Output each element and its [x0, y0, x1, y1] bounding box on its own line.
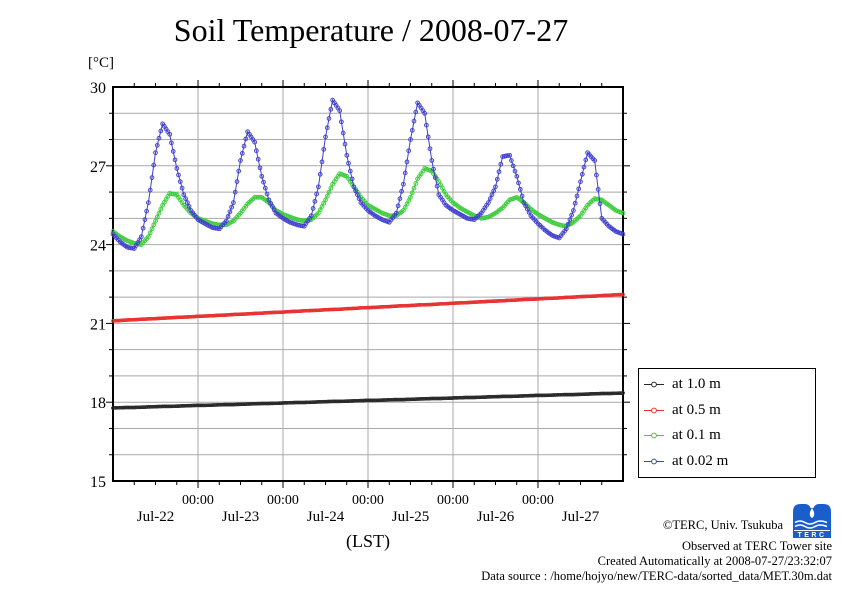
legend-item-label: at 1.0 m: [672, 376, 721, 393]
y-tick-label: 27: [90, 159, 106, 176]
x-day-label: Jul-24: [307, 509, 345, 525]
footer-observed-site: Observed at TERC Tower site: [681, 539, 832, 553]
water-drop-icon: [809, 508, 815, 518]
legend-item-label: at 0.5 m: [672, 401, 721, 418]
footer-data-source: Data source : /home/hojyo/new/TERC-data/…: [481, 569, 832, 583]
legend-item: at 0.1 m: [643, 424, 811, 448]
gridlines: [113, 87, 623, 481]
x-midnight-label: 00:00: [437, 493, 469, 508]
x-day-label: Jul-25: [392, 509, 430, 525]
legend-line-circle-icon: [644, 432, 664, 439]
plot-frame: [112, 86, 624, 482]
footer-copyright: ©TERC, Univ. Tsukuba: [662, 518, 783, 532]
legend-box: at 1.0 m at 0.5 m at 0.1 m at 0.02 m: [638, 368, 816, 478]
legend-item-label: at 0.1 m: [672, 427, 721, 444]
terc-logo-text: TERC: [797, 532, 826, 539]
y-tick-label: 21: [90, 316, 106, 333]
y-tick-label: 18: [90, 395, 106, 412]
y-tick-label: 24: [90, 238, 106, 255]
chart-title: Soil Temperature / 2008-07-27: [173, 12, 569, 48]
x-day-label: Jul-22: [137, 509, 175, 525]
wave-line: [794, 524, 828, 529]
legend-line-circle-icon: [644, 407, 664, 414]
legend-line-circle-icon: [644, 458, 664, 465]
footer-created-timestamp: Created Automatically at 2008-07-27/23:3…: [597, 554, 832, 568]
series-at-0-5-m: [111, 292, 625, 323]
legend-item-label: at 0.02 m: [672, 452, 729, 469]
legend-item: at 0.5 m: [643, 398, 811, 422]
series-at-1-0-m: [111, 391, 625, 410]
y-tick-label: 15: [90, 474, 106, 491]
x-midnight-label: 00:00: [182, 493, 214, 508]
series-at-0-02-m: [110, 97, 626, 251]
legend-line-circle-icon: [644, 381, 664, 388]
x-day-label: Jul-27: [562, 509, 600, 525]
y-tick-label: 30: [90, 80, 106, 97]
terc-logo: TERC: [793, 504, 831, 539]
y-axis-unit-label: [°C]: [88, 55, 114, 71]
x-midnight-label: 00:00: [267, 493, 299, 508]
wave-line: [794, 520, 828, 525]
x-axis-label: (LST): [346, 531, 390, 551]
x-midnight-label: 00:00: [352, 493, 384, 508]
axis-tick-labels: 30 27 24 21 18 15 00:00 00:00 00:00 00:00 00:00 Jul…: [90, 80, 600, 525]
legend-item: at 1.0 m: [643, 373, 811, 397]
legend-item: at 0.02 m: [643, 449, 811, 473]
x-midnight-label: 00:00: [522, 493, 554, 508]
x-day-label: Jul-23: [222, 509, 260, 525]
x-day-label: Jul-26: [477, 509, 515, 525]
